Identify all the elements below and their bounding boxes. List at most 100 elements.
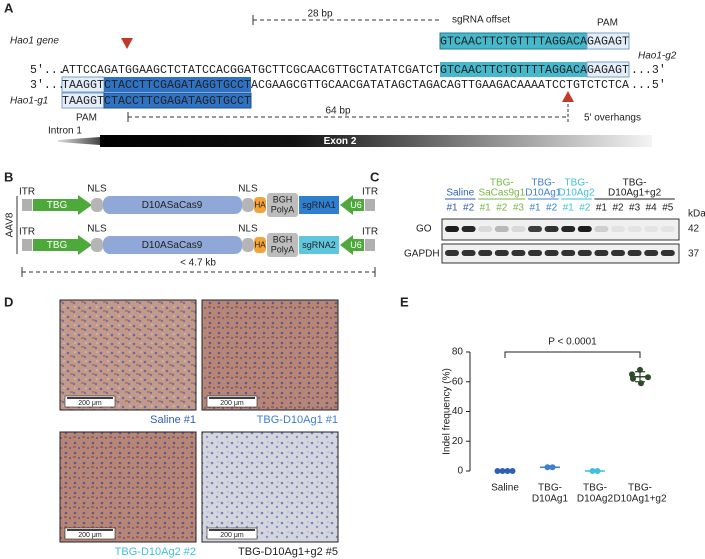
- band: [528, 250, 542, 256]
- band: [594, 250, 609, 256]
- overhang-label: 5' overhangs: [584, 113, 641, 124]
- nls: [242, 198, 254, 212]
- promoter-label: TBG: [47, 200, 68, 211]
- data-point: [629, 371, 635, 378]
- data-point: [630, 375, 636, 382]
- data-point: [645, 374, 651, 381]
- band: [627, 226, 642, 232]
- scale-bar-box: [64, 527, 116, 540]
- x-tick-label: D10Ag2: [577, 494, 614, 505]
- exon-label: Exon 2: [324, 136, 357, 147]
- data-point: [504, 468, 511, 474]
- band: [611, 226, 625, 232]
- significance-label: P < 0.0001: [548, 337, 597, 348]
- y-tick-label: 20: [452, 436, 464, 447]
- data-point: [594, 468, 601, 474]
- polya-label: BGH: [273, 194, 293, 204]
- cas9-label: D10ASaCas9: [142, 240, 203, 251]
- polya-label: BGH: [273, 234, 293, 244]
- lane-label: #2: [579, 203, 591, 214]
- scale-bar-label: 200 μm: [220, 400, 244, 407]
- pam-label: PAM: [76, 113, 97, 124]
- promoter-label: U6: [350, 240, 362, 250]
- histology-image: [59, 299, 197, 411]
- sequence: GAGAGT: [587, 64, 629, 77]
- data-point: [494, 468, 501, 474]
- itr-label: ITR: [19, 227, 35, 238]
- mw-label: 42: [688, 224, 700, 235]
- scale-bar-label: 200 μm: [78, 532, 102, 539]
- y-tick-label: 60: [452, 376, 464, 387]
- histology-image: [201, 431, 339, 543]
- strand-end: ...3': [631, 64, 666, 77]
- sgrna-label: sgRNA1: [302, 200, 336, 210]
- blot-frame: [441, 243, 680, 264]
- band: [544, 250, 559, 256]
- strand-end: ...5': [631, 79, 666, 92]
- guide-highlight: [104, 77, 251, 92]
- strand-end: 3'...: [30, 79, 65, 92]
- lane-label: #1: [596, 203, 608, 214]
- sgrna: [299, 196, 339, 214]
- band: [544, 226, 559, 232]
- scale-bar-label: 200 μm: [78, 400, 102, 407]
- lane-label: #2: [496, 203, 508, 214]
- data-point: [549, 464, 556, 471]
- mw-label: 37: [688, 249, 700, 260]
- band: [511, 250, 526, 256]
- data-point: [637, 366, 643, 373]
- ha-tag: [254, 237, 266, 253]
- promoter: [340, 195, 364, 215]
- offset-label: 64 bp: [325, 106, 350, 117]
- itr: [22, 199, 32, 211]
- protein-label: GAPDH: [404, 249, 440, 260]
- lane-label: #1: [563, 203, 575, 214]
- itr-label: ITR: [19, 187, 35, 198]
- promoter: [33, 235, 92, 255]
- band: [494, 226, 509, 232]
- group-label: SaCas9g1: [478, 188, 525, 199]
- group-label: TBG-: [565, 178, 589, 189]
- promoter-label: TBG: [47, 240, 68, 251]
- sequence: CTACCTTCGAGATAGGTGCCT: [104, 79, 251, 92]
- data-point: [509, 468, 516, 474]
- lane-label: #2: [612, 203, 624, 214]
- pam-box: [586, 61, 630, 78]
- promoter: [33, 195, 92, 215]
- pam-box: [586, 32, 630, 50]
- lane-label: #1: [480, 203, 492, 214]
- cas9-label: D10ASaCas9: [142, 200, 203, 211]
- sequence: TAAGGT: [62, 79, 104, 92]
- band: [445, 226, 459, 232]
- nls-label: NLS: [87, 224, 107, 235]
- scale-bar-box: [206, 395, 258, 408]
- pam-seq: TAAGGT: [62, 95, 104, 108]
- x-tick-label: Saline: [491, 483, 519, 494]
- ha-label: HA: [254, 201, 266, 210]
- lane-label: #2: [546, 203, 558, 214]
- band: [594, 226, 609, 232]
- promoter-label: U6: [350, 200, 362, 210]
- image-caption: TBG-D10Ag1 #1: [257, 414, 338, 426]
- data-point: [499, 468, 506, 474]
- sequence: ACGAAGCGTTGCAACGATATAGCTAGACAGTTGAAGACAA…: [251, 79, 629, 92]
- guide-highlight: [440, 62, 587, 77]
- blot-frame: [441, 218, 680, 241]
- nls: [91, 198, 103, 212]
- vector-label: AAV8: [5, 212, 16, 237]
- band: [611, 250, 625, 256]
- band: [660, 226, 675, 232]
- x-tick-label: TBG-: [583, 483, 607, 494]
- x-tick-label: TBG-: [538, 483, 562, 494]
- lane-label: #1: [529, 203, 541, 214]
- ha-tag: [254, 197, 266, 213]
- panel-label: B: [4, 169, 13, 184]
- pam-seq: GAGAGT: [587, 36, 629, 49]
- sgrna-label: sgRNA2: [302, 240, 336, 250]
- promoter: [340, 235, 364, 255]
- histology: 200 μm Saline #1 200 μm TBG-D10Ag1 #1 200 μm…: [59, 299, 339, 558]
- image-caption: Saline #1: [150, 414, 196, 426]
